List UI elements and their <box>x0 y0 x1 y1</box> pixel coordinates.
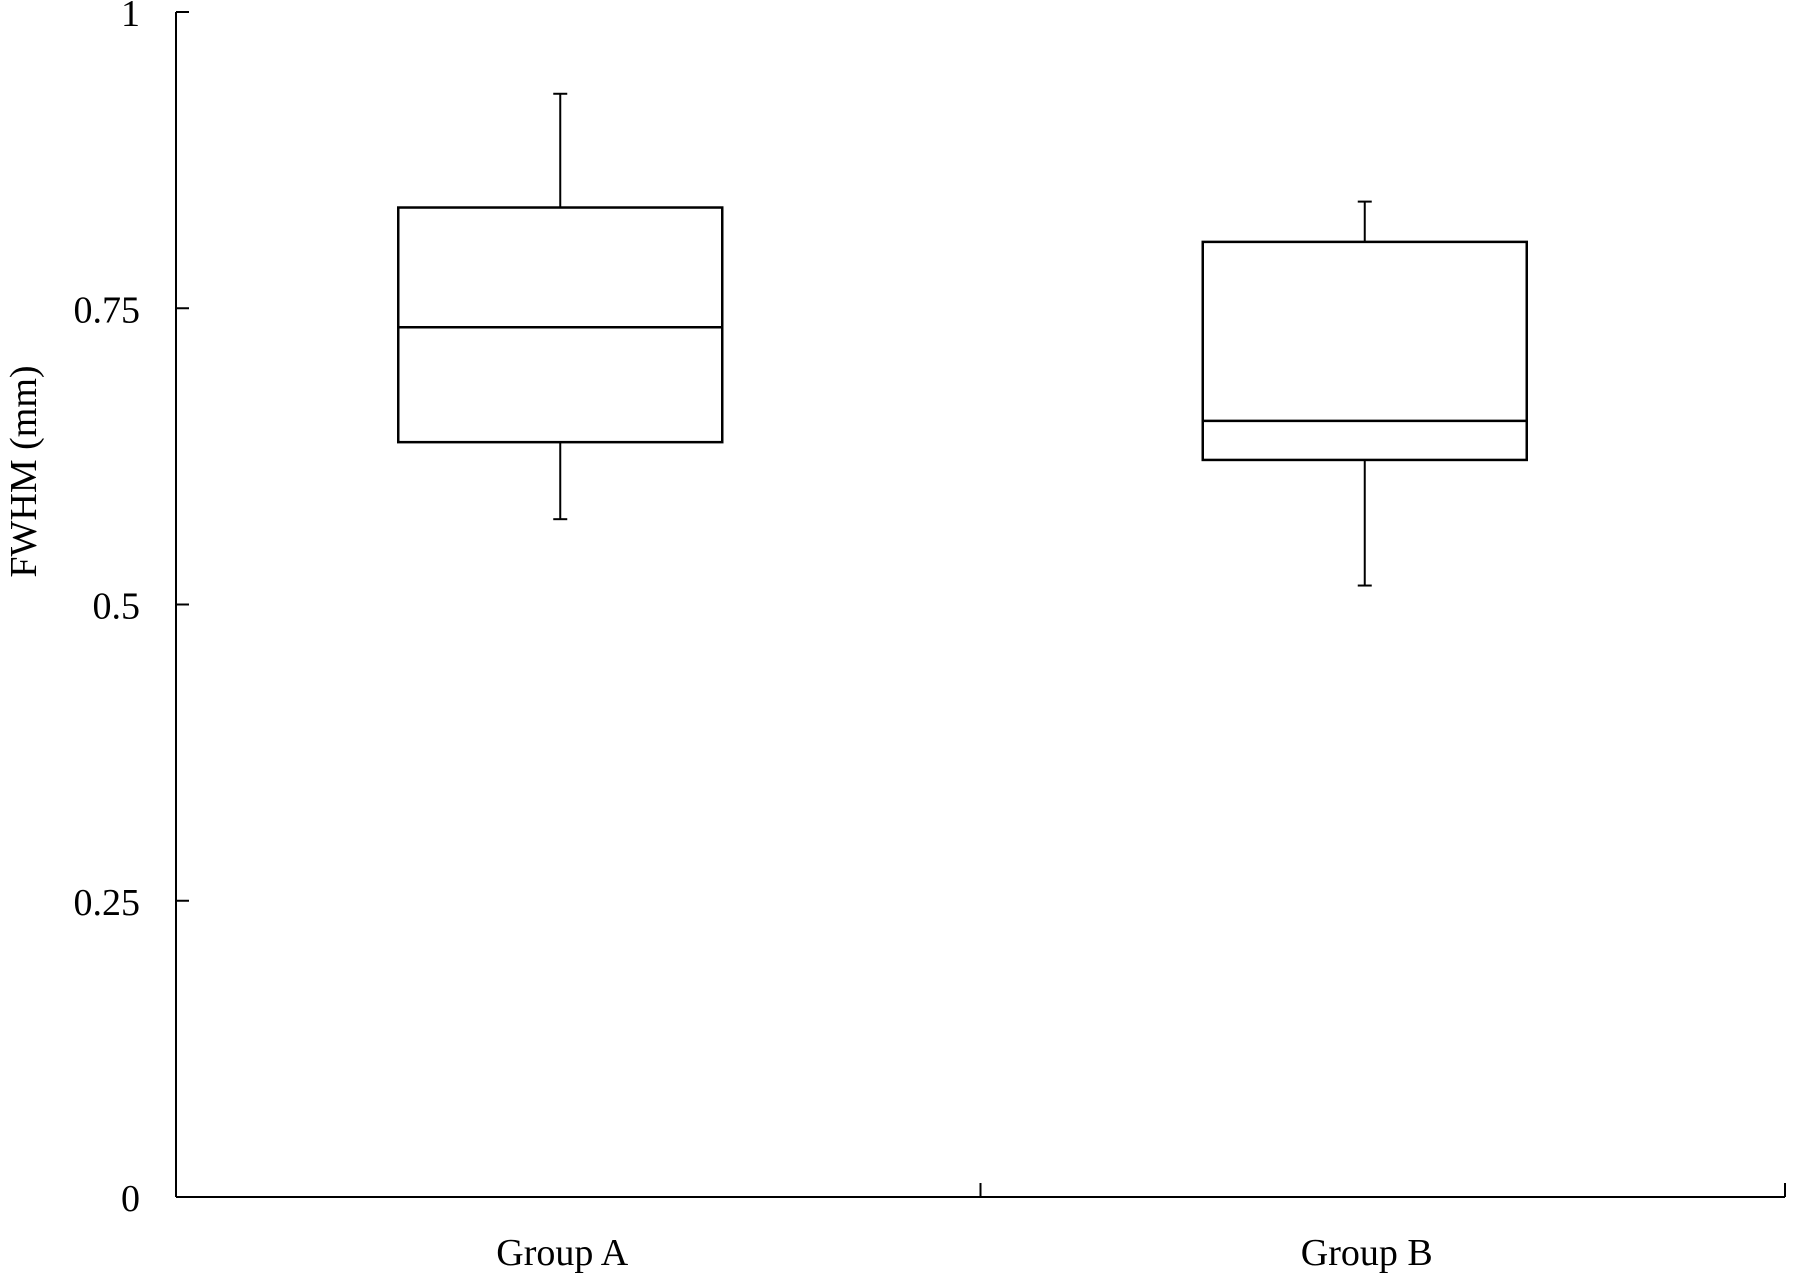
y-tick-label: 1 <box>121 0 140 35</box>
box-group <box>1201 200 1528 587</box>
iqr-box <box>1201 240 1528 462</box>
y-tick-label: 0 <box>121 1178 140 1220</box>
boxes <box>397 92 1528 587</box>
y-ticks: 0 0.25 0.5 0.75 1 <box>74 0 189 1220</box>
x-tick-label: Group B <box>1301 1232 1433 1274</box>
y-tick-label: 0.25 <box>74 882 141 924</box>
iqr-box <box>397 206 724 444</box>
y-tick-label: 0.75 <box>74 289 141 331</box>
y-tick-label: 0.5 <box>93 586 141 628</box>
y-axis-label: FWHM (mm) <box>3 365 45 577</box>
x-ticks: Group A Group B <box>496 1183 1786 1274</box>
box-group <box>397 92 724 521</box>
x-tick-label: Group A <box>496 1232 629 1274</box>
axes: 0 0.25 0.5 0.75 1 Group A Group B <box>74 0 1786 1274</box>
